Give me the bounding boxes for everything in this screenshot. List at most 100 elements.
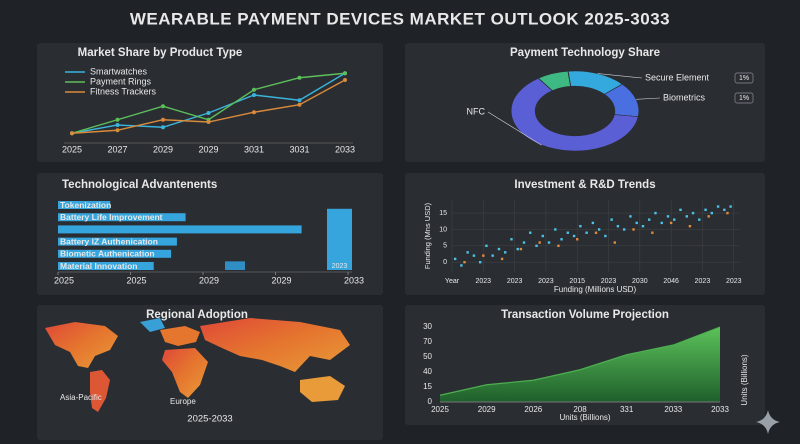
column-label: 2023 [332, 263, 348, 270]
point [688, 224, 692, 228]
bar-label: Material Innovation [60, 261, 137, 271]
point [297, 75, 302, 80]
point [504, 251, 507, 254]
point [485, 244, 488, 248]
slice-label: NFC [467, 106, 486, 116]
bar [58, 225, 302, 234]
x-tick-label: 208 [573, 405, 587, 414]
world-map [45, 318, 350, 412]
y-tick-label: 0 [428, 397, 433, 406]
point [591, 221, 595, 225]
bar-label: Tokenization [60, 200, 111, 210]
panel [37, 43, 383, 162]
point [635, 221, 638, 225]
y2-axis-label: Units (Billions) [740, 354, 749, 405]
point [723, 208, 726, 212]
continent [45, 322, 118, 368]
point [729, 205, 732, 208]
point [516, 247, 519, 251]
point [463, 260, 466, 264]
point [472, 254, 476, 257]
x-tick-label: 2033 [664, 405, 682, 414]
x-axis-label: Units (Billions) [559, 413, 610, 422]
badge-label: 1% [739, 75, 749, 82]
point [648, 218, 651, 221]
point [252, 110, 256, 115]
bar [58, 213, 186, 222]
chart-title: Investment & R&D Trends [514, 179, 655, 191]
point [497, 247, 501, 251]
chart-title: Transaction Volume Projection [501, 309, 669, 321]
point [529, 231, 532, 234]
y-tick-label: 70 [423, 337, 432, 346]
point [206, 111, 211, 115]
x-tick-label: 2025 [431, 405, 449, 414]
point [343, 78, 347, 82]
point [691, 211, 695, 215]
point [206, 120, 211, 124]
point [654, 211, 657, 215]
x-tick-label: 2029 [478, 405, 496, 414]
point [466, 251, 469, 254]
legend-label: Fitness Trackers [90, 86, 157, 96]
point [252, 93, 256, 97]
x-tick-label: Year [445, 278, 460, 285]
y-tick-label: 40 [423, 367, 432, 376]
x-tick-label: 2023 [601, 278, 617, 285]
donut-segment [510, 77, 639, 152]
x-tick-label: 2029 [198, 144, 218, 154]
point [726, 211, 729, 215]
x-tick-label: 2027 [107, 144, 127, 154]
point [666, 215, 670, 218]
point [460, 264, 463, 267]
point [297, 98, 302, 103]
badge [734, 92, 754, 104]
x-tick-label: 3031 [244, 144, 264, 154]
point [669, 221, 673, 225]
x-tick-label: 2033 [335, 144, 355, 154]
point [554, 228, 557, 231]
point [453, 257, 457, 261]
point [704, 208, 707, 212]
sparkle-icon [756, 410, 780, 434]
point [478, 260, 482, 264]
legend-label: Smartwatches [90, 66, 148, 76]
bar-label: Biometic Authenication [60, 249, 155, 259]
point [685, 215, 688, 218]
continent [300, 376, 345, 402]
leader-line [636, 97, 661, 100]
logo [756, 410, 780, 434]
point [673, 218, 676, 221]
point [629, 215, 632, 218]
column [327, 208, 352, 270]
x-tick-label: 2025 [126, 275, 146, 285]
point [710, 211, 714, 215]
point [115, 117, 120, 122]
point [115, 128, 120, 133]
point [252, 87, 256, 92]
point [572, 234, 576, 238]
point [632, 228, 635, 231]
bar [58, 237, 177, 246]
point [560, 238, 563, 241]
point [547, 241, 551, 244]
point [491, 254, 494, 257]
x-tick-label: 2023 [476, 278, 492, 285]
x-tick-label: 3031 [289, 144, 309, 154]
x-tick-label: 2025 [62, 144, 82, 154]
y-tick-label: 15 [423, 382, 432, 391]
panel [405, 173, 765, 295]
point [616, 224, 620, 228]
bar [58, 201, 111, 209]
point [522, 241, 526, 244]
point [519, 247, 523, 251]
x-tick-label: 331 [620, 405, 634, 414]
chart-title: Payment Technology Share [510, 47, 660, 59]
page-title: WEARABLE PAYMENT DEVICES MARKET OUTLOOK … [130, 9, 670, 28]
point [535, 244, 538, 248]
point [660, 221, 663, 225]
region-label: Asia-Pacific [60, 393, 102, 402]
x-axis-label: Funding (Millions USD) [554, 285, 637, 294]
leader-line [487, 111, 542, 146]
